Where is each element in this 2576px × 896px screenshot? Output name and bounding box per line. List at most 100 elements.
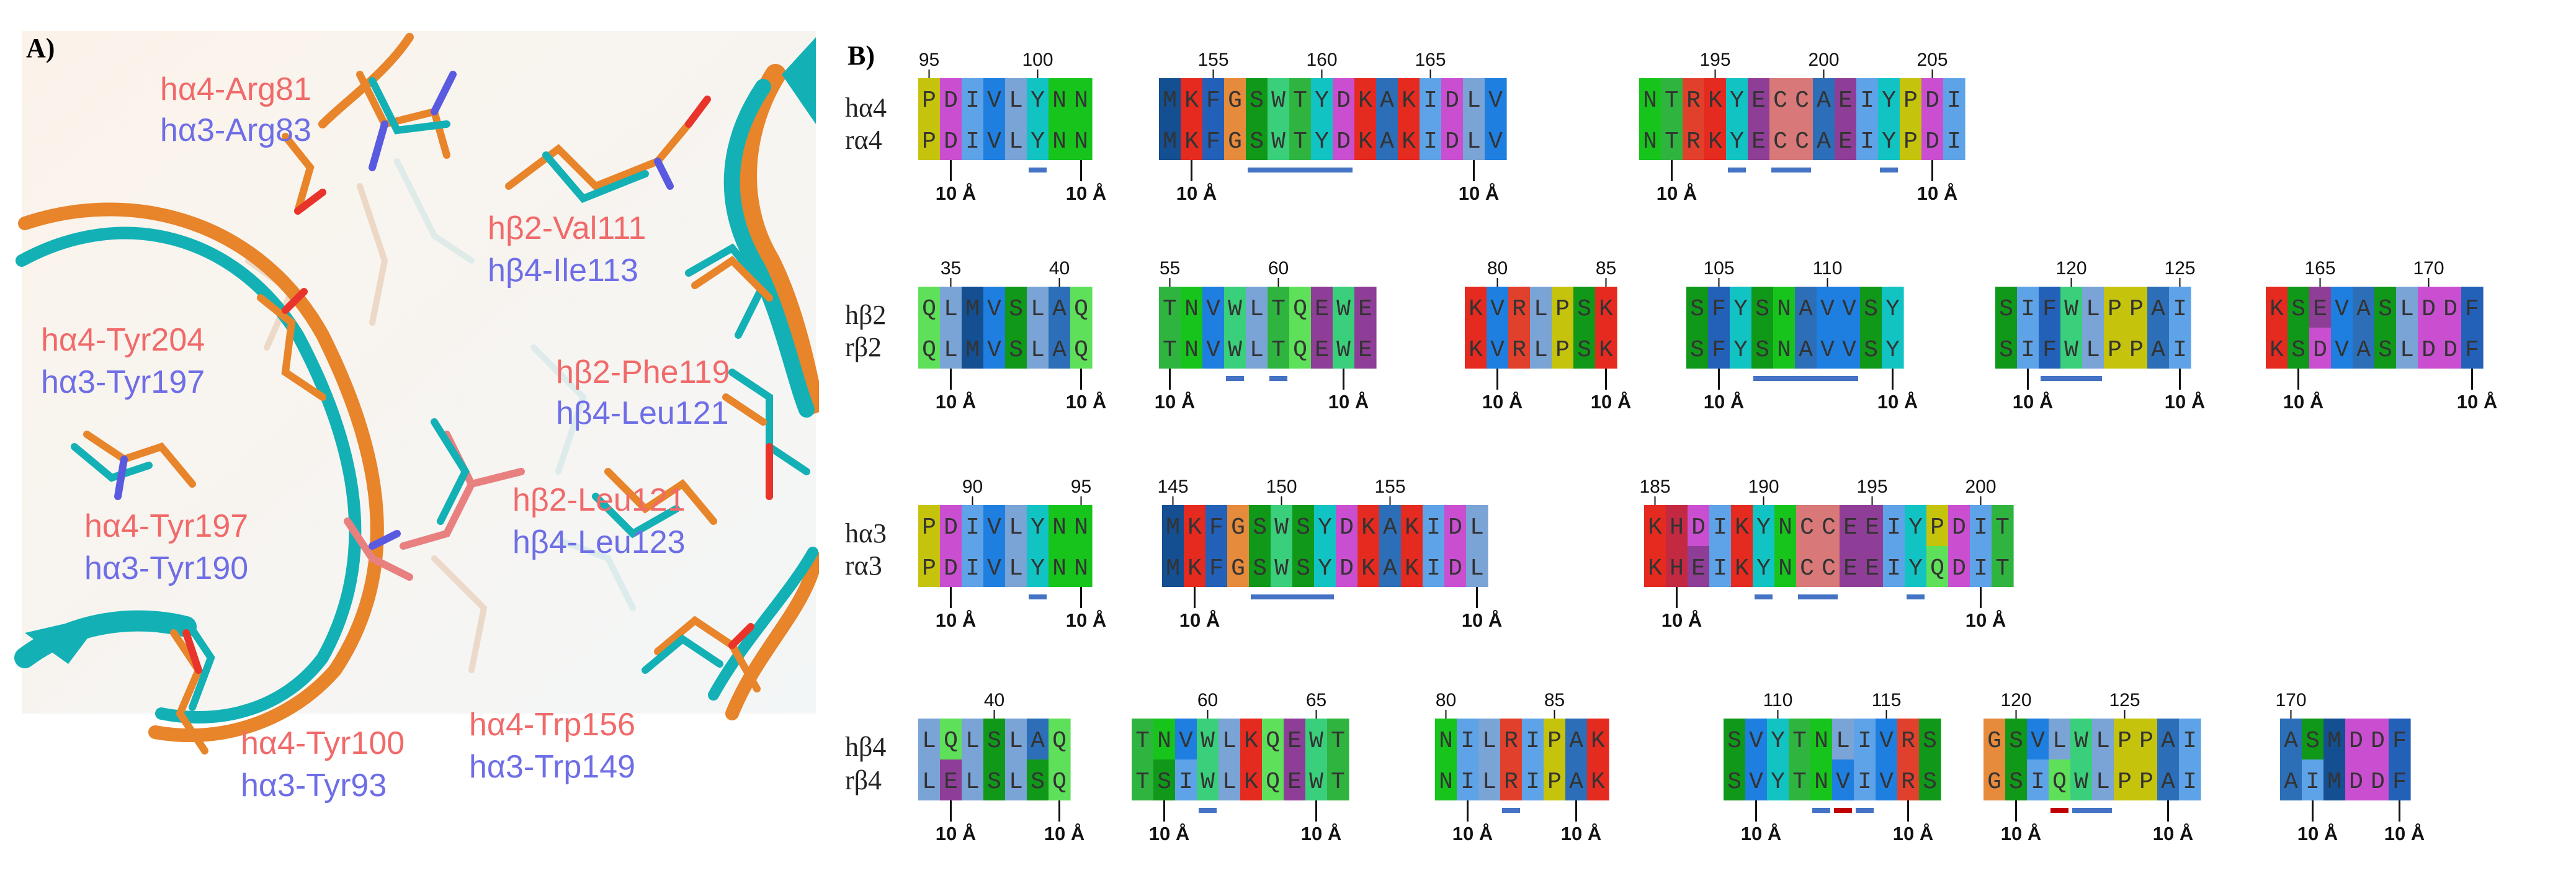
residue-cell [1240,719,1263,759]
residue-letter: T [1271,296,1286,323]
label-ha3-tyr190: hα3-Tyr190 [84,550,249,586]
residue-letter: M [2327,769,2341,795]
residue-letter: P [922,128,936,155]
residue-letter: P [922,514,936,541]
residue-cell [1005,759,1027,800]
residue-cell [1708,287,1730,328]
residue-letter: L [1250,296,1264,323]
residue-cell [962,328,984,369]
residue-letter: K [1708,87,1722,114]
residue-letter: N [1643,87,1657,114]
residue-cell [918,78,941,119]
residue-cell [1573,328,1596,369]
residue-cell [2323,719,2346,759]
residue-cell [1311,78,1333,119]
residue-cell [1227,505,1250,546]
residue-letter: C [1822,514,1836,541]
residue-letter: E [1358,296,1372,323]
residue-cell [1897,759,1920,800]
residue-cell [1049,719,1071,759]
residue-cell [1354,287,1377,328]
residue-number: 110 [1763,690,1793,710]
residue-cell [1240,759,1263,800]
residue-letter: Y [1733,337,1748,364]
residue-number: 110 [1813,258,1843,279]
residue-cell [1751,328,1774,369]
distance-label: 10 Å [1459,182,1499,204]
residue-cell [1724,719,1746,759]
residue-cell [1709,505,1732,546]
residue-letter: K [1735,514,1749,541]
residue-number: 100 [1022,50,1053,70]
residue-cell [1861,546,1884,587]
residue-cell [1027,328,1049,369]
residue-letter: W [2074,728,2088,755]
residue-cell [940,546,962,587]
residue-letter: Y [1756,514,1771,541]
residue-cell [962,78,984,119]
residue-letter: V [1820,337,1835,364]
residue-cell [1683,78,1705,119]
residue-cell [1132,759,1154,800]
distance-label: 10 Å [1452,823,1493,844]
residue-letter: T [1135,769,1150,795]
residue-cell [2027,719,2049,759]
residue-letter: K [1244,769,1258,795]
residue-letter: D [944,128,958,155]
residue-letter: I [1423,128,1438,155]
residue-letter: I [1179,769,1193,795]
residue-cell [2070,719,2093,759]
residue-letter: D [1448,514,1462,541]
residue-cell [1753,546,1775,587]
residue-letter: Q [1052,769,1067,795]
residue-cell [1661,78,1683,119]
residue-letter: L [1534,337,1548,364]
residue-letter: W [1274,514,1289,541]
residue-cell [940,287,962,328]
residue-letter: I [2173,337,2187,364]
residue-letter: Y [1315,87,1329,114]
residue-cell [1704,119,1727,160]
residue-cell [2280,759,2302,800]
residue-cell [1327,759,1349,800]
residue-letter: K [1244,728,1258,755]
residue-letter: A [1031,728,1045,755]
residue-letter: D [1445,128,1459,155]
residue-letter: K [2270,337,2284,364]
residue-letter: E [1287,728,1302,755]
interface-mark [2051,808,2068,813]
residue-cell [2147,328,2170,369]
residue-cell [1027,759,1049,800]
residue-cell [1840,505,1862,546]
residue-letter: Q [1266,728,1280,755]
residue-letter: S [1690,296,1704,323]
distance-label: 10 Å [1066,609,1106,631]
residue-letter: E [1751,87,1766,114]
residue-letter: L [2400,337,2414,364]
residue-cell [2302,759,2324,800]
interface-mark [1251,594,1334,599]
residue-cell [1354,78,1377,119]
residue-cell [1751,287,1774,328]
residue-number: 40 [984,690,1004,710]
residue-number: 195 [1856,477,1887,497]
residue-letter: V [1488,87,1503,114]
distance-label: 10 Å [1917,182,1957,204]
residue-cell [1420,78,1442,119]
residue-letter: V [1820,296,1835,323]
residue-letter: T [1163,296,1177,323]
residue-letter: E [1358,337,1372,364]
residue-letter: L [2086,296,2100,323]
residue-cell [1070,119,1093,160]
residue-letter: D [2371,728,2385,755]
residue-cell [1202,78,1225,119]
residue-cell [1181,78,1203,119]
residue-cell [1565,759,1588,800]
residue-letter: E [1287,769,1302,795]
residue-letter: D [1339,555,1354,582]
residue-cell [2157,759,2180,800]
residue-number: 155 [1374,477,1405,497]
distance-label: 10 Å [1741,823,1781,844]
